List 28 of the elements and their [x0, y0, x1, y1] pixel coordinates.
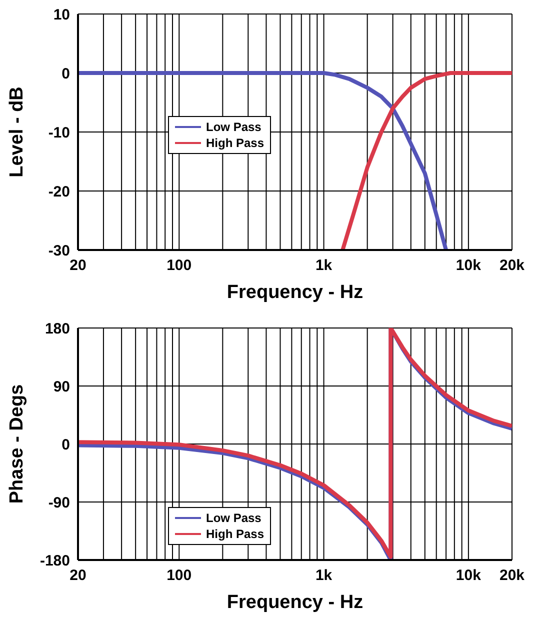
legend-label: Low Pass: [206, 510, 262, 526]
y-tick-label: 10: [53, 6, 70, 24]
legend-label: Low Pass: [206, 119, 262, 135]
x-tick-label: 1k: [315, 257, 333, 274]
legend-label: High Pass: [206, 135, 264, 151]
x-tick-label: 1k: [315, 567, 333, 584]
x-tick-label: 20k: [499, 257, 526, 274]
y-tick-label: 0: [62, 65, 70, 82]
legend-label: High Pass: [206, 526, 264, 542]
x-tick-label: 100: [166, 567, 192, 584]
y-tick-label: -20: [48, 183, 70, 200]
y-tick-label: -180: [40, 552, 70, 570]
x-tick-label: 20: [70, 567, 86, 584]
x-axis-title: Frequency - Hz: [226, 592, 364, 613]
x-tick-label: 10k: [456, 257, 482, 274]
y-axis-title: Phase - Degs: [6, 384, 28, 504]
y-axis-title: Level - dB: [6, 86, 28, 178]
y-tick-label: 0: [62, 436, 70, 454]
y-tick-label: -30: [48, 242, 70, 260]
x-axis-title: Frequency - Hz: [226, 282, 364, 303]
x-tick-label: 100: [166, 257, 192, 274]
y-tick-label: -90: [48, 494, 70, 512]
y-tick-label: -10: [48, 124, 70, 142]
x-tick-label: 20k: [499, 567, 526, 584]
x-tick-label: 10k: [456, 567, 482, 584]
y-tick-label: 180: [44, 320, 70, 338]
x-tick-label: 20: [70, 257, 86, 274]
y-tick-label: 90: [53, 378, 70, 396]
